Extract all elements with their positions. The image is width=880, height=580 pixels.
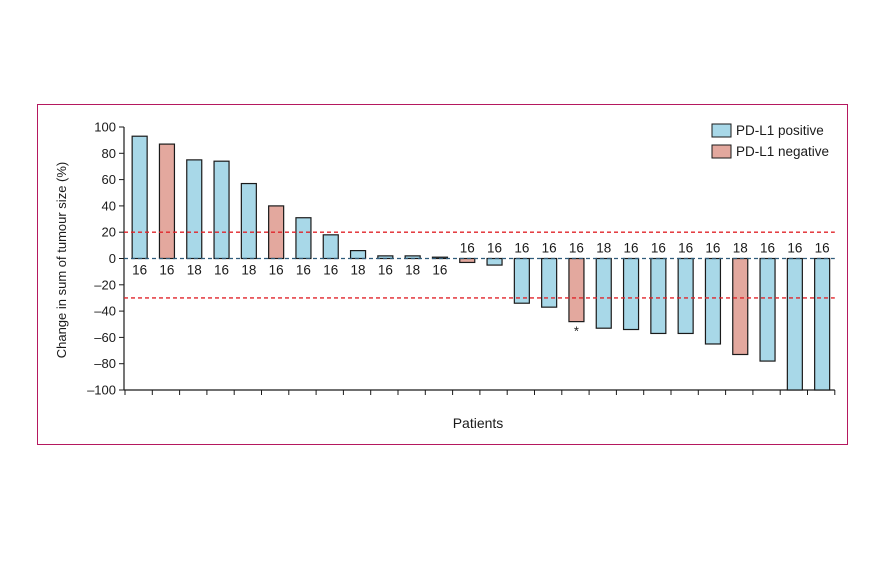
chart-frame: 100 80 60 40 20 0 –20 –40 –60 –80 –100 16 16 18 16 18 1… <box>37 104 848 445</box>
y-tick-label: –20 <box>94 277 116 292</box>
bar-label: 16 <box>487 241 502 256</box>
bar <box>240 182 257 260</box>
bar-label: 18 <box>733 241 748 256</box>
bar-label: 16 <box>132 263 147 278</box>
bar <box>541 257 558 308</box>
y-tick-label: 20 <box>102 225 116 240</box>
bar-label: 18 <box>241 263 256 278</box>
legend: PD-L1 positive PD-L1 negative <box>711 123 829 159</box>
bar-label: 16 <box>651 241 666 256</box>
bar-label: 16 <box>815 241 830 256</box>
bar <box>650 257 667 335</box>
bar <box>786 257 803 391</box>
y-tick-label: 0 <box>109 251 116 266</box>
bar-label: 16 <box>378 263 393 278</box>
bar-label: 16 <box>323 263 338 278</box>
bar-annotation: * <box>574 324 579 339</box>
y-axis-label: Change in sum of tumour size (%) <box>54 162 69 359</box>
bar-label: 18 <box>351 263 366 278</box>
bar-label: 16 <box>269 263 284 278</box>
bar-label: 18 <box>187 263 202 278</box>
y-tick-label: 80 <box>102 146 116 161</box>
legend-label-positive: PD-L1 positive <box>736 123 824 138</box>
bar <box>213 160 230 260</box>
bar <box>814 257 831 391</box>
bar <box>268 205 285 260</box>
y-tick-label: –80 <box>94 356 116 371</box>
bar-label: 16 <box>460 241 475 256</box>
bar <box>622 257 640 331</box>
bar-label: 18 <box>405 263 420 278</box>
bar <box>704 257 722 345</box>
bar <box>677 257 694 335</box>
bar <box>295 217 312 260</box>
axes: 100 80 60 40 20 0 –20 –40 –60 –80 –100 <box>87 120 836 398</box>
bar-label: 16 <box>705 241 720 256</box>
bar-label: 16 <box>296 263 311 278</box>
bar <box>186 159 203 260</box>
reference-lines <box>124 231 835 299</box>
bar-label: 16 <box>214 263 229 278</box>
bar-label: 16 <box>569 241 584 256</box>
bar-label: 16 <box>787 241 802 256</box>
y-tick-label: 60 <box>102 172 116 187</box>
bar <box>513 257 530 304</box>
bar-labels: 16 16 18 16 18 16 16 16 18 16 18 16 16 16 16 16 16 18 16 16… <box>132 241 830 339</box>
y-tick-label: –100 <box>87 383 116 398</box>
bar-label: 16 <box>678 241 693 256</box>
legend-swatch-negative <box>711 144 732 159</box>
bar-label: 16 <box>159 263 174 278</box>
legend-label-negative: PD-L1 negative <box>736 144 829 159</box>
bar <box>759 257 776 362</box>
y-tick-label: 100 <box>94 120 116 135</box>
legend-swatch-positive <box>711 123 732 138</box>
bar-label: 16 <box>760 241 775 256</box>
x-axis-label: Patients <box>453 415 504 431</box>
y-tick-label: –60 <box>94 330 116 345</box>
bar <box>732 257 749 356</box>
bar-label: 18 <box>596 241 611 256</box>
bar-label: 16 <box>542 241 557 256</box>
y-tick-label: 40 <box>102 198 116 213</box>
bar <box>486 257 503 266</box>
bar-label: 16 <box>624 241 639 256</box>
bar-label: 16 <box>514 241 529 256</box>
bar <box>349 250 367 260</box>
bar <box>568 257 585 323</box>
bar <box>158 143 176 260</box>
bars <box>131 135 831 391</box>
bar <box>595 257 612 329</box>
bar-label: 16 <box>432 263 447 278</box>
y-tick-label: –40 <box>94 304 116 319</box>
bar <box>322 234 339 260</box>
bar <box>131 135 148 260</box>
